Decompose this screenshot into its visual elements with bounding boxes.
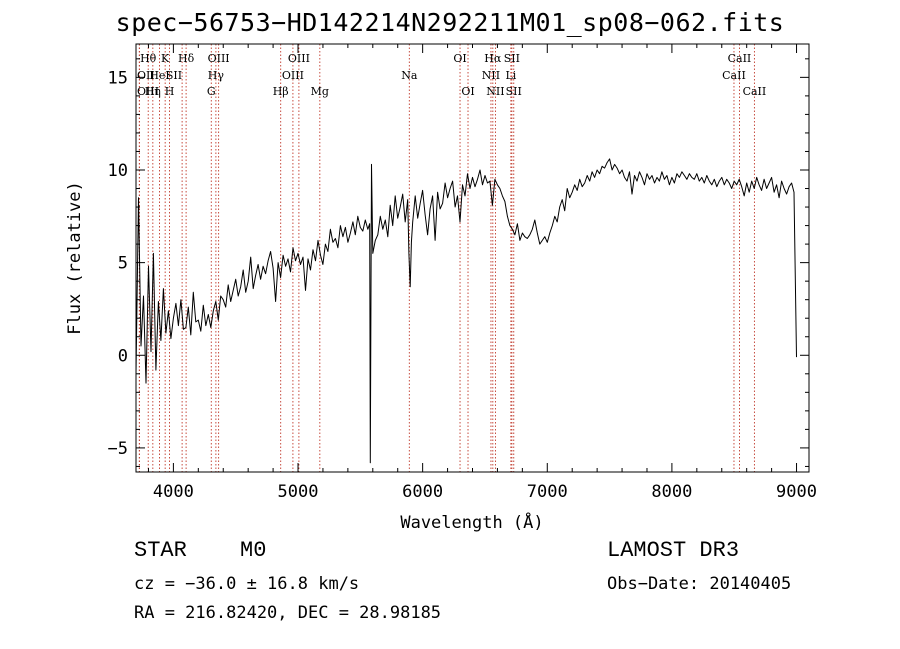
- spectral-line-label: Hα: [484, 52, 502, 65]
- y-tick-label: 5: [118, 254, 128, 274]
- spectral-line-label: H: [165, 85, 175, 98]
- coordinates-readout: RA = 216.82420, DEC = 28.98185: [134, 603, 442, 623]
- object-class: STAR: [134, 538, 187, 563]
- spectral-line-label: OIII: [282, 69, 304, 82]
- spectral-line-label: OIII: [137, 85, 159, 98]
- x-axis-ticks: 4000 5000 6000 7000 8000 9000: [147, 44, 817, 502]
- spectral-line-label: Hδ: [178, 52, 195, 65]
- spectral-line-label: SII: [506, 85, 522, 98]
- spectral-line-label: G: [207, 85, 216, 98]
- x-tick-label: 5000: [278, 482, 319, 502]
- y-axis-label: Flux (relative): [65, 181, 85, 335]
- spectral-line-label: Hγ: [208, 69, 225, 82]
- spectral-line-label: Na: [401, 69, 418, 82]
- y-tick-label: 15: [108, 68, 128, 88]
- x-tick-label: 7000: [527, 482, 568, 502]
- spectral-line-label: OIII: [208, 52, 230, 65]
- x-tick-label: 6000: [402, 482, 443, 502]
- spectral-line-label: SII: [504, 52, 520, 65]
- redshift-readout: cz = −36.0 ± 16.8 km/s: [134, 574, 360, 594]
- object-subclass: M0: [240, 538, 267, 563]
- spectral-line-label: Mg: [311, 85, 329, 98]
- spectral-line-label: OII: [137, 69, 155, 82]
- spectral-line-markers: [138, 44, 755, 472]
- spectral-line-label: NII: [482, 69, 500, 82]
- plot-frame: [135, 43, 810, 473]
- x-tick-label: 8000: [651, 482, 692, 502]
- y-tick-label: −5: [108, 439, 128, 459]
- flux-line: [135, 158, 797, 464]
- flux-series: [135, 158, 797, 464]
- x-tick-label: 4000: [153, 482, 194, 502]
- y-tick-label: 0: [118, 346, 128, 366]
- spectral-line-label: CaII: [743, 85, 767, 98]
- y-tick-label: 10: [108, 161, 128, 181]
- spectral-line-label: Hβ: [273, 85, 289, 98]
- spectral-line-label: HeI: [149, 69, 169, 82]
- y-axis-ticks: −5 0 5 10 15: [108, 58, 809, 467]
- obs-date: Obs−Date: 20140405: [607, 574, 792, 594]
- chart-title: spec−56753−HD142214N292211M01_sp08−062.f…: [115, 8, 785, 37]
- spectral-line-label: OIII: [288, 52, 310, 65]
- spectral-line-label: Hθ: [140, 52, 157, 65]
- spectral-line-label: NII: [486, 85, 504, 98]
- spectral-line-label: OI: [461, 85, 474, 98]
- x-tick-label: 9000: [776, 482, 817, 502]
- spectral-line-label: Li: [505, 69, 516, 82]
- spectral-line-label: OI: [453, 52, 466, 65]
- survey-name: LAMOST DR3: [607, 538, 740, 563]
- spectral-line-label: Hη: [145, 85, 161, 98]
- spectral-line-label: CaII: [722, 69, 746, 82]
- spectral-line-label: CaII: [728, 52, 752, 65]
- x-axis-label: Wavelength (Å): [400, 511, 543, 533]
- spectral-line-label: K: [161, 52, 170, 65]
- spectral-line-label: SII: [166, 69, 182, 82]
